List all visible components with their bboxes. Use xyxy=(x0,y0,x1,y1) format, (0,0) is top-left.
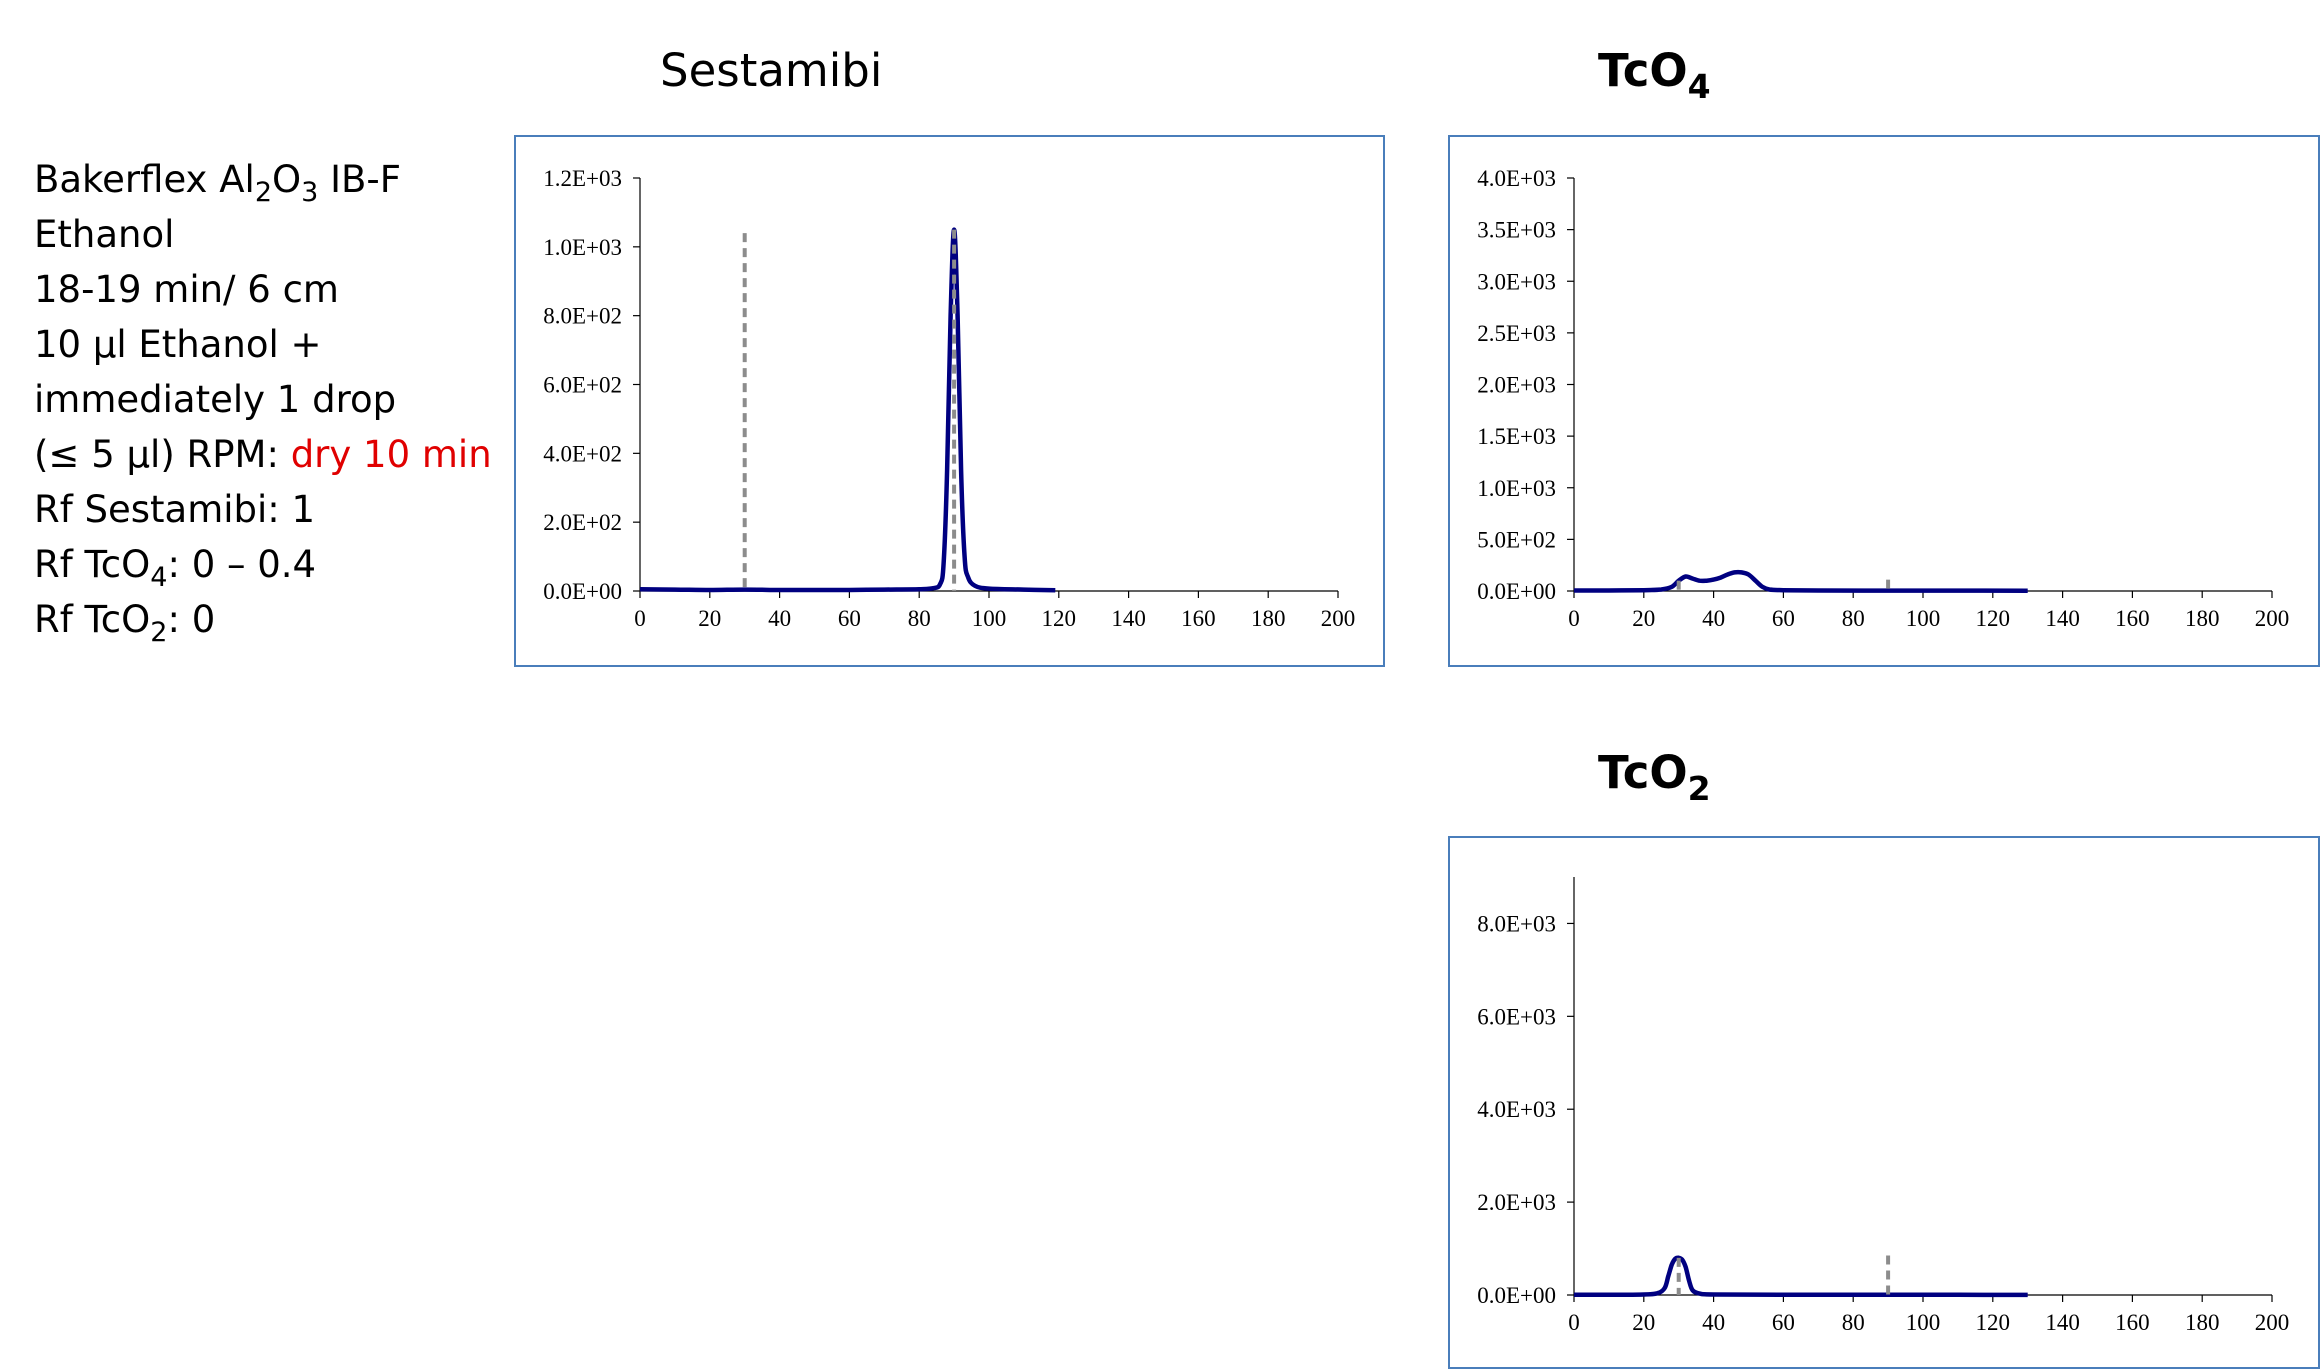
y-tick-label: 5.0E+02 xyxy=(1477,527,1556,552)
x-tick-label: 120 xyxy=(1976,606,2011,631)
x-tick-label: 160 xyxy=(2115,606,2150,631)
x-tick-label: 60 xyxy=(838,606,861,631)
x-tick-label: 20 xyxy=(698,606,721,631)
y-tick-label: 3.0E+03 xyxy=(1477,269,1556,294)
x-tick-label: 40 xyxy=(1702,606,1725,631)
series-line xyxy=(1573,1255,2028,1298)
series-line xyxy=(1573,569,2028,593)
chart-tco2: 0.0E+00 2.0E+03 4.0E+03 6.0E+03 8.0E+03 0 20 40… xyxy=(1448,836,2320,1369)
y-tick-label: 2.0E+02 xyxy=(543,510,622,535)
x-tick-label: 200 xyxy=(1321,606,1356,631)
x-tick-label: 80 xyxy=(1842,606,1865,631)
x-tick-label: 120 xyxy=(1976,1310,2011,1335)
x-tick-label: 180 xyxy=(1251,606,1286,631)
note-rf-tco2: Rf TcO2: 0 xyxy=(34,598,216,648)
note-rf-sestamibi: Rf Sestamibi: 1 xyxy=(34,488,316,531)
y-tick-label: 2.5E+03 xyxy=(1477,321,1556,346)
x-tick-label: 200 xyxy=(2255,606,2290,631)
y-tick-label: 4.0E+03 xyxy=(1477,166,1556,191)
y-tick-label: 4.0E+02 xyxy=(543,441,622,466)
chart-tco4-plot: 0.0E+00 5.0E+02 1.0E+03 1.5E+03 2.0E+03 2.5E+… xyxy=(1477,166,2290,631)
x-tick-label: 0 xyxy=(1568,606,1580,631)
x-tick-label: 0 xyxy=(634,606,646,631)
y-tick-label: 1.0E+03 xyxy=(1477,476,1556,501)
note-time: 18-19 min/ 6 cm xyxy=(34,268,339,311)
method-notes: Bakerflex Al2O3 IB-F Ethanol 18-19 min/ … xyxy=(34,152,514,647)
x-tick-label: 120 xyxy=(1042,606,1077,631)
chart-title-tco2: TcO2 xyxy=(1598,746,1711,808)
x-tick-label: 100 xyxy=(1906,1310,1941,1335)
x-tick-label: 80 xyxy=(1842,1310,1865,1335)
x-tick-label: 40 xyxy=(1702,1310,1725,1335)
y-tick-label: 2.0E+03 xyxy=(1477,1190,1556,1215)
note-rpm: (≤ 5 µl) RPM: dry 10 min xyxy=(34,433,492,476)
x-tick-label: 80 xyxy=(908,606,931,631)
x-tick-label: 140 xyxy=(2045,606,2080,631)
chart-title-sestamibi: Sestamibi xyxy=(660,44,883,97)
x-tick-label: 100 xyxy=(972,606,1007,631)
x-tick-label: 180 xyxy=(2185,1310,2220,1335)
note-rf-tco4: Rf TcO4: 0 – 0.4 xyxy=(34,543,317,593)
y-tick-label: 2.0E+03 xyxy=(1477,373,1556,398)
chart-sestamibi: 0.0E+00 2.0E+02 4.0E+02 6.0E+02 8.0E+02 1.0E+… xyxy=(514,135,1385,667)
y-tick-label: 8.0E+02 xyxy=(543,304,622,329)
y-tick-label: 0.0E+00 xyxy=(1477,579,1556,604)
x-tick-label: 180 xyxy=(2185,606,2220,631)
note-plate: Bakerflex Al2O3 IB-F xyxy=(34,158,402,208)
x-tick-label: 60 xyxy=(1772,1310,1795,1335)
x-tick-label: 20 xyxy=(1632,606,1655,631)
x-tick-label: 60 xyxy=(1772,606,1795,631)
chart-tco2-plot: 0.0E+00 2.0E+03 4.0E+03 6.0E+03 8.0E+03 0 20 40… xyxy=(1477,877,2290,1335)
y-tick-label: 6.0E+02 xyxy=(543,373,622,398)
x-tick-label: 160 xyxy=(2115,1310,2150,1335)
chart-sestamibi-plot: 0.0E+00 2.0E+02 4.0E+02 6.0E+02 8.0E+02 1.0E+… xyxy=(543,166,1356,631)
note-solvent: Ethanol xyxy=(34,213,175,256)
y-tick-label: 0.0E+00 xyxy=(1477,1283,1556,1308)
y-tick-label: 1.5E+03 xyxy=(1477,424,1556,449)
y-tick-label: 3.5E+03 xyxy=(1477,218,1556,243)
x-tick-label: 20 xyxy=(1632,1310,1655,1335)
y-tick-label: 0.0E+00 xyxy=(543,579,622,604)
chart-tco4: 0.0E+00 5.0E+02 1.0E+03 1.5E+03 2.0E+03 2.5E+… xyxy=(1448,135,2320,667)
x-tick-label: 160 xyxy=(1181,606,1216,631)
y-tick-label: 4.0E+03 xyxy=(1477,1097,1556,1122)
y-tick-label: 6.0E+03 xyxy=(1477,1004,1556,1029)
y-tick-label: 1.2E+03 xyxy=(543,166,622,191)
x-tick-label: 100 xyxy=(1906,606,1941,631)
note-dry-time: dry 10 min xyxy=(290,433,492,476)
y-tick-label: 1.0E+03 xyxy=(543,235,622,260)
x-tick-label: 200 xyxy=(2255,1310,2290,1335)
x-tick-label: 40 xyxy=(768,606,791,631)
note-drop: immediately 1 drop xyxy=(34,378,397,421)
x-tick-label: 140 xyxy=(2045,1310,2080,1335)
series-line xyxy=(639,227,1056,593)
chart-title-tco4: TcO4 xyxy=(1598,44,1711,106)
note-ethanol: 10 µl Ethanol + xyxy=(34,323,322,366)
x-tick-label: 0 xyxy=(1568,1310,1580,1335)
y-tick-label: 8.0E+03 xyxy=(1477,911,1556,936)
x-tick-label: 140 xyxy=(1111,606,1146,631)
